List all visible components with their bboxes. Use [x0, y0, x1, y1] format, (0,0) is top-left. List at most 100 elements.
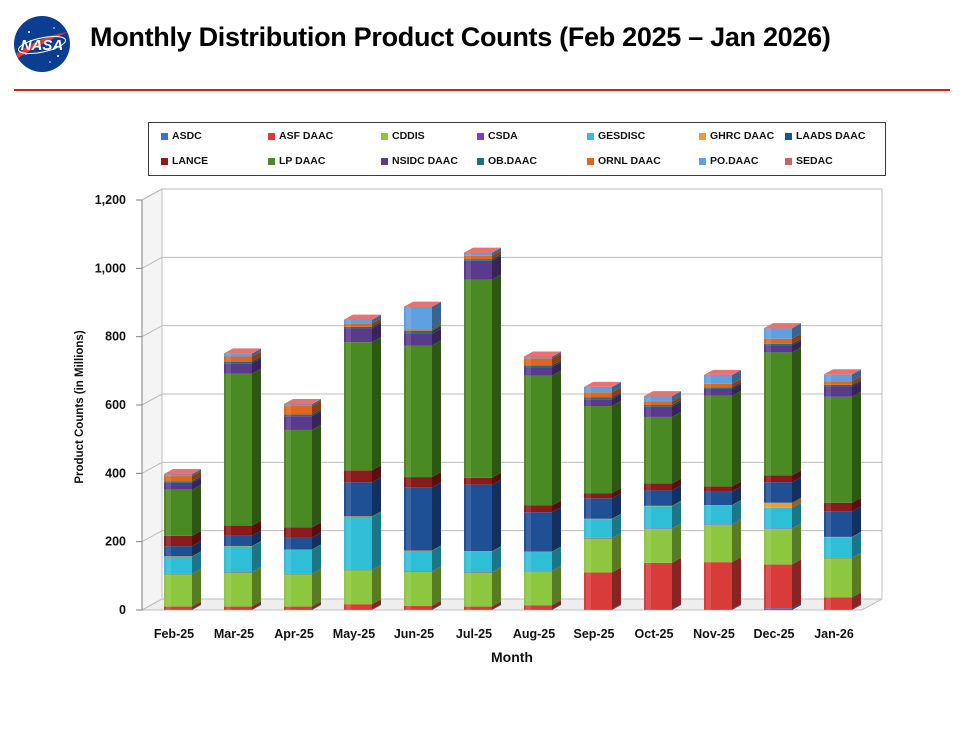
- bar-segment-side: [192, 471, 201, 482]
- bar-segment: [764, 338, 792, 344]
- bar-segment: [524, 609, 552, 610]
- bar-segment: [224, 609, 252, 610]
- legend-swatch: [161, 157, 168, 165]
- bar-segment: [464, 252, 492, 256]
- bar-segment-side: [732, 519, 741, 563]
- bar-segment-highlight: [346, 319, 351, 324]
- bar-segment-side: [492, 274, 501, 478]
- bar-segment: [284, 537, 312, 550]
- bar-segment-highlight: [406, 605, 411, 610]
- bar-segment: [644, 490, 672, 506]
- bar-segment-highlight: [586, 387, 591, 393]
- bar-segment: [584, 538, 612, 573]
- bar-segment-side: [672, 500, 681, 507]
- bar-segment-highlight: [766, 352, 771, 476]
- bar-segment-side: [252, 351, 261, 362]
- bar-segment-highlight: [286, 527, 291, 538]
- bar-segment-side: [432, 566, 441, 572]
- bar-segment-highlight: [286, 549, 291, 551]
- bar-segment-side: [192, 569, 201, 607]
- bar-segment-highlight: [526, 356, 531, 357]
- bar-segment-highlight: [826, 381, 831, 385]
- bar-segment-highlight: [286, 573, 291, 575]
- bar-top: [224, 348, 261, 354]
- bar-segment: [584, 397, 612, 400]
- bar-segment-highlight: [346, 482, 351, 517]
- bar-segment-side: [492, 604, 501, 610]
- bar-segment-side: [672, 396, 681, 405]
- legend-label: LANCE: [172, 155, 209, 167]
- bar-segment-side: [852, 531, 861, 538]
- bar-segment: [464, 260, 492, 280]
- bar-segment-side: [492, 479, 501, 552]
- bar-segment-highlight: [286, 406, 291, 415]
- bar-segment: [584, 519, 612, 538]
- bar-segment-side: [792, 347, 801, 476]
- bar-segment-side: [372, 565, 381, 605]
- x-tick-label: Mar-25: [214, 627, 254, 641]
- bar-segment-highlight: [526, 375, 531, 506]
- legend-swatch: [699, 157, 706, 165]
- bar-segment-side: [432, 545, 441, 572]
- bar-segment: [824, 502, 852, 512]
- bar-segment: [704, 388, 732, 396]
- bar-segment-highlight: [346, 470, 351, 483]
- bar-segment-side: [852, 506, 861, 537]
- bar-segment-side: [432, 472, 441, 488]
- bar-segment-highlight: [586, 498, 591, 519]
- bar-segment-highlight: [346, 342, 351, 471]
- bar-segment-highlight: [526, 551, 531, 571]
- bar-segment-highlight: [166, 573, 171, 575]
- bar-segment-highlight: [586, 386, 591, 388]
- bar-segment: [464, 551, 492, 573]
- bar-segment-highlight: [406, 329, 411, 331]
- x-tick-label: Jun-25: [394, 627, 434, 641]
- bar-segment: [164, 556, 192, 574]
- bar-segment: [584, 387, 612, 393]
- bar-segment-side: [312, 411, 321, 430]
- bar-segment: [584, 493, 612, 499]
- bar-segment-highlight: [166, 556, 171, 574]
- bar-segment-highlight: [586, 519, 591, 538]
- bar-segment-highlight: [706, 505, 711, 525]
- bar-segment-highlight: [706, 491, 711, 506]
- bar-segment-highlight: [406, 571, 411, 606]
- legend-item: GESDISC: [587, 130, 645, 142]
- bar-segment: [344, 482, 372, 517]
- bar-segment: [764, 528, 792, 529]
- bar-segment-side: [732, 383, 741, 396]
- bar-segment-side: [432, 340, 441, 478]
- bar-segment-highlight: [766, 502, 771, 508]
- bar-segment-highlight: [166, 574, 171, 607]
- bar-segment-side: [312, 398, 321, 405]
- bar-segment-highlight: [586, 397, 591, 400]
- bar-segment-side: [432, 600, 441, 610]
- bar-segment-highlight: [286, 403, 291, 405]
- x-tick-label: Feb-25: [154, 627, 194, 641]
- bar-segment: [344, 319, 372, 324]
- bar-segment-side: [432, 604, 441, 610]
- bar-top: [284, 398, 321, 404]
- bar-segment: [464, 606, 492, 610]
- bar-segment-highlight: [526, 605, 531, 610]
- bar-segment-highlight: [166, 481, 171, 483]
- bar-segment-side: [852, 532, 861, 558]
- bar-segment-side: [552, 500, 561, 513]
- bar-segment-side: [492, 567, 501, 607]
- bar-segment-highlight: [406, 345, 411, 478]
- bar-segment-side: [552, 370, 561, 506]
- bar-segment: [164, 535, 192, 547]
- nasa-logo-graphic: NASA: [14, 16, 70, 72]
- bar-segment: [224, 353, 252, 357]
- bar-segment-side: [672, 485, 681, 506]
- bar-segment-highlight: [766, 564, 771, 609]
- bar-segment: [644, 405, 672, 407]
- bar-segment-highlight: [646, 490, 651, 506]
- bar-segment-highlight: [706, 383, 711, 388]
- bar-segment-side: [552, 351, 561, 359]
- bar-segment-highlight: [166, 476, 171, 482]
- bar-segment-highlight: [226, 356, 231, 362]
- bar-segment: [404, 306, 432, 308]
- legend-label: OB.DAAC: [488, 155, 537, 167]
- gridline-side: [141, 325, 163, 338]
